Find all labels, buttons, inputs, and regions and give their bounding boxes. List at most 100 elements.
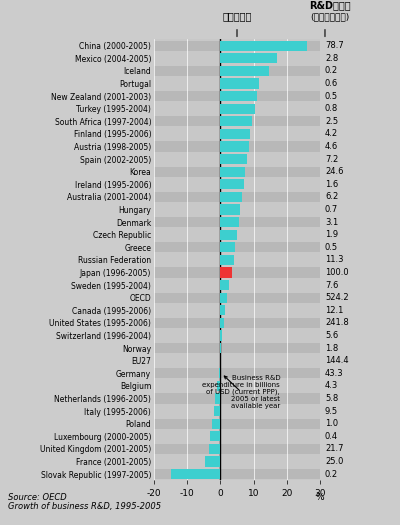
- Bar: [220, 53, 277, 64]
- Bar: [154, 66, 320, 76]
- Text: 1.6: 1.6: [325, 180, 338, 189]
- Bar: [220, 40, 307, 51]
- Text: 4.3: 4.3: [325, 381, 338, 391]
- Bar: [154, 305, 320, 316]
- Bar: [214, 406, 220, 416]
- Text: 0.2: 0.2: [325, 66, 338, 76]
- Bar: [217, 381, 220, 391]
- Bar: [154, 166, 320, 177]
- Bar: [220, 166, 245, 177]
- Bar: [212, 418, 220, 429]
- Bar: [154, 355, 320, 366]
- Bar: [154, 456, 320, 467]
- Text: 0.6: 0.6: [325, 79, 338, 88]
- Bar: [220, 192, 242, 202]
- Bar: [220, 204, 240, 215]
- Text: 0.5: 0.5: [325, 243, 338, 252]
- Bar: [220, 343, 221, 353]
- Bar: [154, 53, 320, 64]
- Bar: [154, 431, 320, 442]
- Bar: [220, 116, 252, 127]
- Bar: [220, 91, 257, 101]
- Bar: [154, 192, 320, 202]
- Bar: [154, 229, 320, 240]
- Bar: [154, 217, 320, 227]
- Text: 1.8: 1.8: [325, 343, 338, 353]
- Text: 1.0: 1.0: [325, 419, 338, 428]
- Bar: [154, 78, 320, 89]
- Text: 11.3: 11.3: [325, 255, 344, 265]
- Bar: [220, 129, 250, 139]
- Bar: [154, 103, 320, 114]
- Bar: [154, 330, 320, 341]
- Text: 6.2: 6.2: [325, 192, 338, 202]
- Bar: [154, 406, 320, 416]
- Bar: [154, 444, 320, 454]
- Bar: [154, 368, 320, 379]
- Bar: [210, 431, 220, 442]
- Bar: [154, 154, 320, 164]
- Bar: [219, 368, 220, 379]
- Bar: [220, 179, 244, 190]
- Text: 1.9: 1.9: [325, 230, 338, 239]
- Bar: [220, 267, 232, 278]
- Text: 2.8: 2.8: [325, 54, 338, 63]
- Text: (１０億米ドル): (１０億米ドル): [310, 12, 350, 21]
- Text: 43.3: 43.3: [325, 369, 344, 378]
- Text: 78.7: 78.7: [325, 41, 344, 50]
- Bar: [206, 456, 220, 467]
- Text: 9.5: 9.5: [325, 406, 338, 416]
- Text: 24.6: 24.6: [325, 167, 344, 176]
- Text: 4.6: 4.6: [325, 142, 338, 151]
- Bar: [154, 292, 320, 303]
- Text: 5.8: 5.8: [325, 394, 338, 403]
- Bar: [220, 280, 229, 290]
- Text: Growth of business R&D, 1995-2005: Growth of business R&D, 1995-2005: [8, 502, 161, 511]
- Bar: [154, 179, 320, 190]
- Bar: [154, 267, 320, 278]
- Text: 12.1: 12.1: [325, 306, 343, 315]
- Bar: [216, 393, 220, 404]
- Text: 100.0: 100.0: [325, 268, 349, 277]
- Text: Source: OECD: Source: OECD: [8, 493, 67, 502]
- Bar: [154, 204, 320, 215]
- Bar: [154, 242, 320, 253]
- Bar: [154, 393, 320, 404]
- Text: %: %: [316, 493, 324, 502]
- Bar: [154, 255, 320, 265]
- Text: R&D投賄額: R&D投賄額: [309, 1, 351, 10]
- Text: 5.6: 5.6: [325, 331, 338, 340]
- Bar: [154, 469, 320, 479]
- Text: 0.7: 0.7: [325, 205, 338, 214]
- Text: 経済成長率: 経済成長率: [222, 11, 252, 21]
- Text: 4.2: 4.2: [325, 129, 338, 139]
- Bar: [154, 280, 320, 290]
- Bar: [220, 66, 268, 76]
- Text: 0.8: 0.8: [325, 104, 338, 113]
- Bar: [220, 154, 247, 164]
- Bar: [220, 242, 235, 253]
- Text: 144.4: 144.4: [325, 356, 349, 365]
- Bar: [154, 418, 320, 429]
- Bar: [220, 305, 225, 316]
- Bar: [170, 469, 220, 479]
- Bar: [220, 255, 234, 265]
- Text: 524.2: 524.2: [325, 293, 349, 302]
- Bar: [154, 381, 320, 391]
- Bar: [220, 141, 249, 152]
- Bar: [154, 91, 320, 101]
- Bar: [154, 116, 320, 127]
- Bar: [220, 229, 237, 240]
- Bar: [154, 141, 320, 152]
- Text: 0.5: 0.5: [325, 91, 338, 101]
- Text: 0.2: 0.2: [325, 469, 338, 479]
- Bar: [220, 217, 239, 227]
- Bar: [154, 318, 320, 328]
- Text: 7.6: 7.6: [325, 280, 338, 290]
- Text: 25.0: 25.0: [325, 457, 343, 466]
- Text: 7.2: 7.2: [325, 154, 338, 164]
- Text: 21.7: 21.7: [325, 444, 344, 454]
- Text: 0.4: 0.4: [325, 432, 338, 441]
- Bar: [154, 129, 320, 139]
- Bar: [220, 78, 258, 89]
